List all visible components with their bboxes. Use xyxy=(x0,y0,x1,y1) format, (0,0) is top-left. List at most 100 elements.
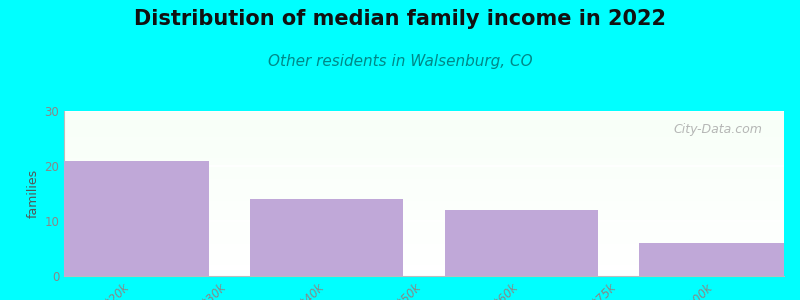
Bar xyxy=(64,119,784,120)
Bar xyxy=(64,193,784,194)
Bar xyxy=(64,127,784,128)
Bar xyxy=(64,213,784,214)
Bar xyxy=(64,255,784,256)
Bar xyxy=(64,197,784,198)
Bar xyxy=(64,174,784,175)
Y-axis label: families: families xyxy=(27,169,40,218)
Bar xyxy=(64,269,784,270)
Bar xyxy=(64,130,784,131)
Bar xyxy=(64,270,784,271)
Bar xyxy=(64,168,784,169)
Bar xyxy=(445,210,598,276)
Bar xyxy=(64,179,784,180)
Bar xyxy=(64,165,784,166)
Bar xyxy=(64,272,784,273)
Bar xyxy=(64,267,784,268)
Bar xyxy=(64,211,784,212)
Bar xyxy=(64,117,784,118)
Bar xyxy=(64,234,784,235)
Bar xyxy=(64,121,784,122)
Bar xyxy=(64,225,784,226)
Bar xyxy=(64,160,784,161)
Bar xyxy=(64,147,784,148)
Bar xyxy=(64,150,784,151)
Bar xyxy=(64,214,784,215)
Bar xyxy=(64,207,784,208)
Bar xyxy=(64,176,784,177)
Bar xyxy=(64,218,784,219)
Bar xyxy=(64,239,784,240)
Bar xyxy=(64,145,784,146)
Bar xyxy=(64,251,784,252)
Bar xyxy=(64,158,784,159)
Bar xyxy=(64,254,784,255)
Bar xyxy=(64,248,784,249)
Bar xyxy=(64,112,784,113)
Text: Other residents in Walsenburg, CO: Other residents in Walsenburg, CO xyxy=(268,54,532,69)
Bar xyxy=(64,262,784,263)
Bar xyxy=(64,247,784,248)
Bar xyxy=(64,142,784,143)
Bar xyxy=(64,136,784,137)
Bar xyxy=(64,191,784,192)
Bar xyxy=(64,124,784,125)
Bar xyxy=(64,151,784,152)
Bar xyxy=(64,155,784,156)
Bar xyxy=(64,164,784,165)
Bar xyxy=(64,161,784,162)
Bar xyxy=(64,229,784,230)
Bar xyxy=(64,198,784,199)
Bar xyxy=(64,266,784,267)
Bar xyxy=(64,126,784,127)
Bar xyxy=(64,242,784,243)
Bar xyxy=(64,133,784,134)
Bar xyxy=(64,189,784,190)
Bar xyxy=(64,185,784,186)
Bar xyxy=(64,216,784,217)
Bar xyxy=(64,180,784,181)
Bar xyxy=(64,111,784,112)
Bar xyxy=(64,123,784,124)
Bar xyxy=(64,237,784,238)
Bar xyxy=(64,134,784,135)
Bar xyxy=(64,169,784,170)
Bar xyxy=(64,118,784,119)
Bar xyxy=(64,217,784,218)
Bar xyxy=(64,226,784,227)
Bar xyxy=(64,183,784,184)
Bar xyxy=(639,243,792,276)
Bar xyxy=(64,175,784,176)
Bar xyxy=(64,187,784,188)
Bar xyxy=(64,135,784,136)
Bar xyxy=(64,236,784,237)
Bar xyxy=(64,244,784,245)
Text: City-Data.com: City-Data.com xyxy=(674,122,762,136)
Bar xyxy=(64,153,784,154)
Bar xyxy=(56,160,209,276)
Bar xyxy=(64,186,784,187)
Bar xyxy=(64,261,784,262)
Bar xyxy=(64,250,784,251)
Bar xyxy=(64,263,784,264)
Bar xyxy=(64,210,784,211)
Bar xyxy=(64,249,784,250)
Bar xyxy=(64,208,784,209)
Bar xyxy=(64,240,784,241)
Bar xyxy=(64,238,784,239)
Bar xyxy=(64,154,784,155)
Bar xyxy=(64,114,784,115)
Bar xyxy=(64,167,784,168)
Bar xyxy=(64,228,784,229)
Bar xyxy=(64,178,784,179)
Bar xyxy=(64,131,784,132)
Bar xyxy=(64,202,784,203)
Bar xyxy=(64,149,784,150)
Bar xyxy=(64,235,784,236)
Bar xyxy=(64,166,784,167)
Bar xyxy=(64,137,784,138)
Bar xyxy=(64,162,784,163)
Bar xyxy=(64,199,784,200)
Bar xyxy=(64,113,784,114)
Bar xyxy=(64,230,784,231)
Bar xyxy=(64,170,784,171)
